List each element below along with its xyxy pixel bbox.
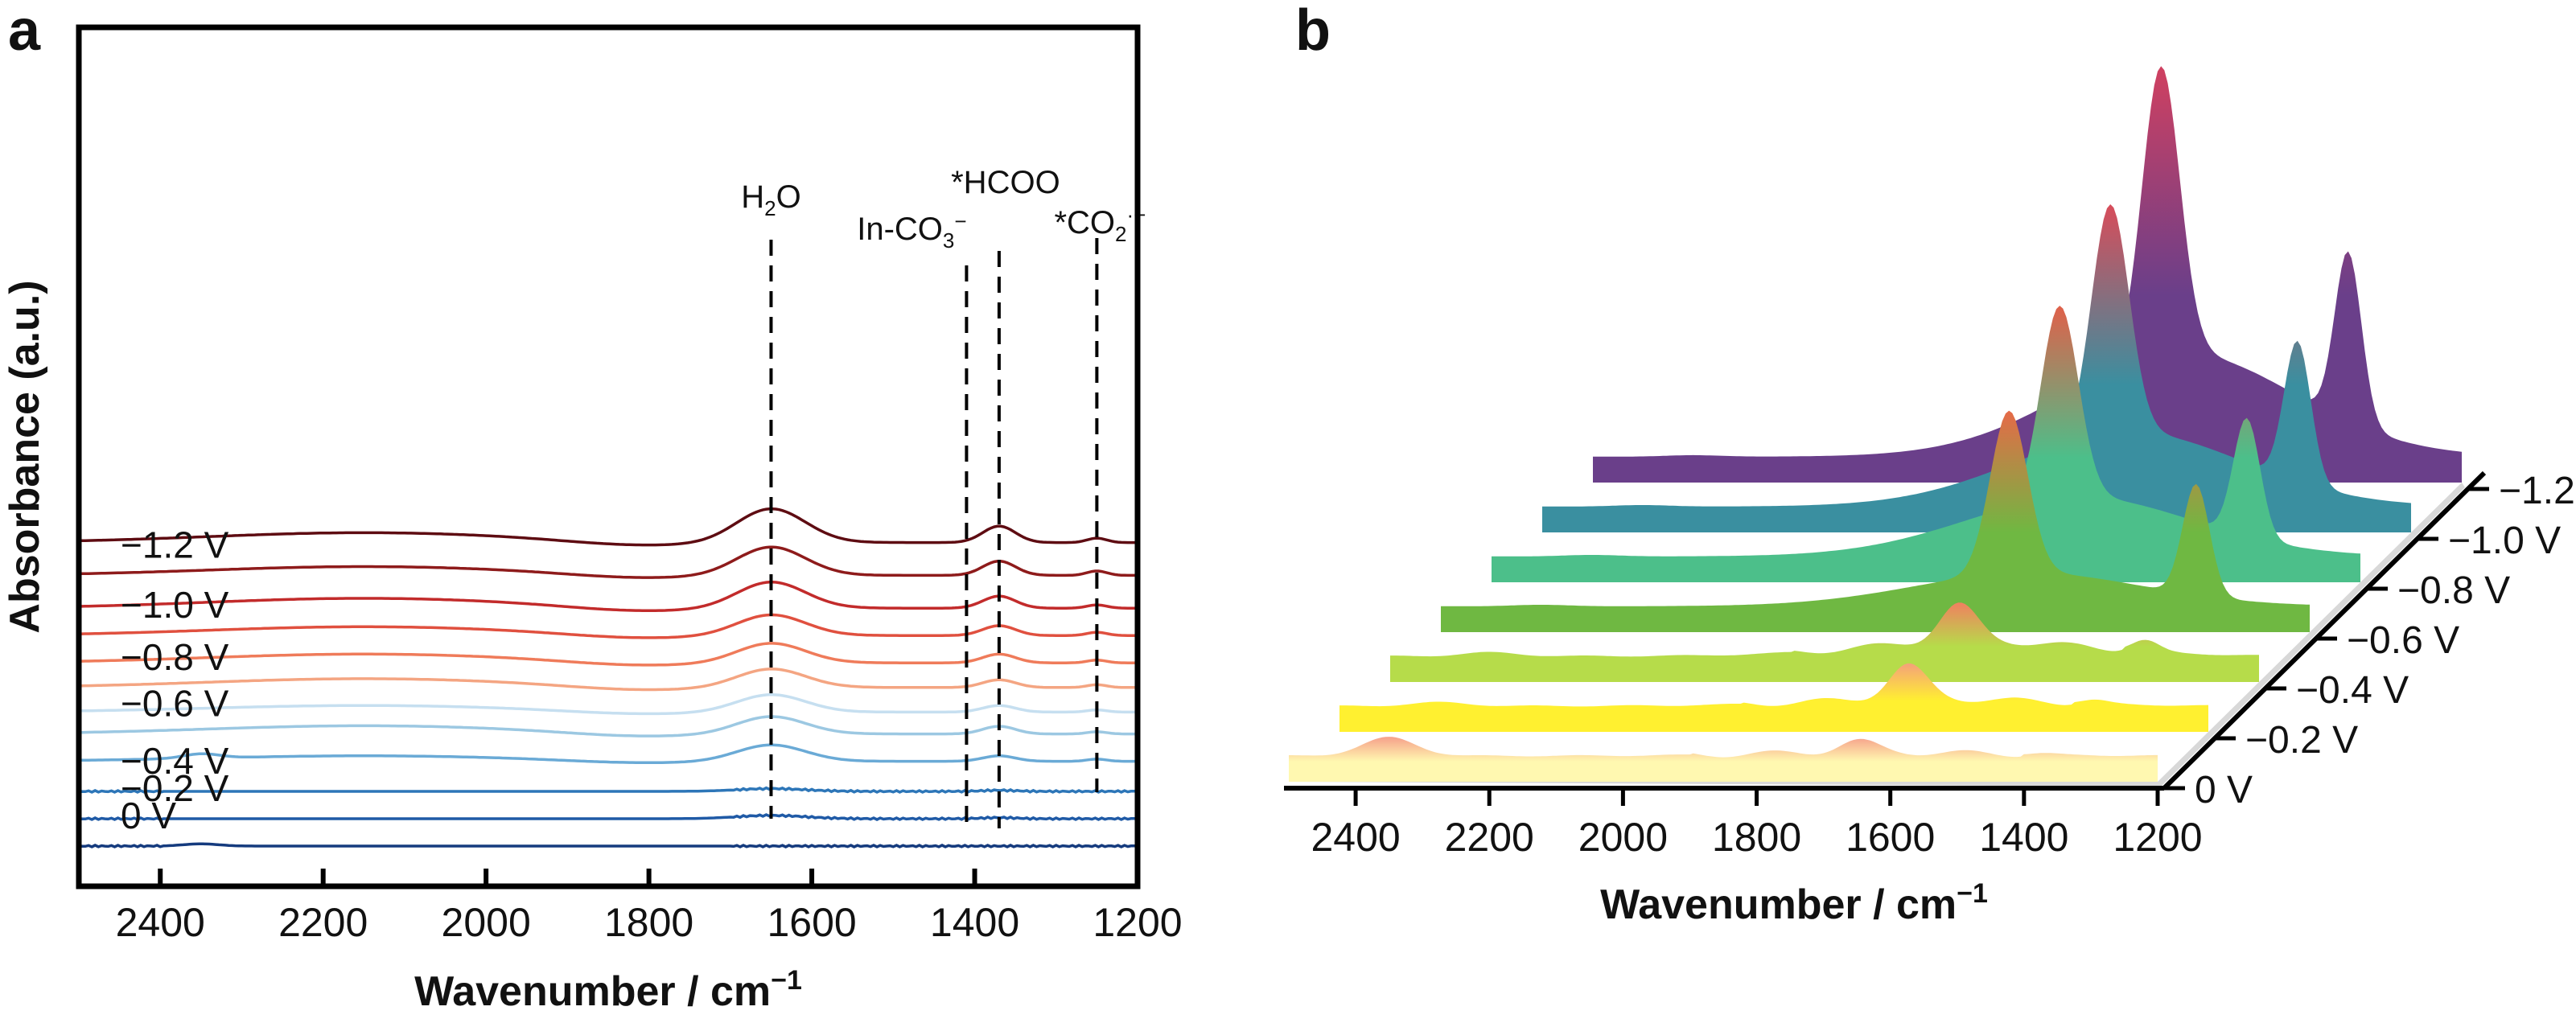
panel-b-x-tick-label-6: 1200 [2113, 815, 2202, 860]
series-line-9 [78, 581, 1138, 612]
series-line-7 [78, 642, 1138, 667]
panel-b-letter: b [1295, 0, 1331, 63]
series-line-11 [78, 507, 1138, 547]
panel-a-reference-lines: H2O In-CO3− *HCOO*CO2·− [741, 165, 1146, 828]
waterfall-layer-4 [1492, 306, 2360, 582]
waterfall-layer-0 [1289, 737, 2158, 782]
panel-b-depth-tick-label-5: −1.0 V [2448, 520, 2561, 562]
series-label-6: −0.8 V [121, 636, 229, 678]
panel-a-x-ticks: 2400 2200 2000 1800 1600 1400 1200 [116, 869, 1183, 945]
x-tick-label-3: 1800 [604, 900, 693, 945]
x-tick-label-0: 2400 [116, 900, 205, 945]
panel-a-letter: a [8, 0, 41, 63]
series-line-2 [78, 786, 1138, 794]
x-tick-label-2: 2000 [442, 900, 531, 945]
waterfall-layer-5 [1542, 204, 2411, 532]
waterfall-layer-1 [1339, 663, 2208, 732]
panel-b-depth-tick-label-0: 0 V [2195, 769, 2253, 811]
x-tick-label-5: 1400 [930, 900, 1019, 945]
x-tick-label-6: 1200 [1093, 900, 1182, 945]
series-line-5 [78, 693, 1138, 716]
panel-b-x-tick-label-0: 2400 [1311, 815, 1400, 860]
x-tick-label-4: 1600 [767, 900, 856, 945]
reference-label-0: H2O [741, 179, 800, 220]
reference-label-2: *HCOO [951, 165, 1060, 200]
series-label-8: −1.0 V [121, 584, 229, 626]
panel-a-x-axis-title: Wavenumber / cm−1 [414, 965, 802, 1015]
panel-a-line-chart: 0 V−0.2 V−0.4 V−0.6 V−0.8 V−1.0 V−1.2 V … [2, 24, 1183, 1015]
panel-b-depth-tick-label-3: −0.6 V [2347, 619, 2459, 662]
waterfall-layer-2 [1390, 602, 2259, 682]
panel-b-x-tick-label-4: 1600 [1846, 815, 1935, 860]
series-line-4 [79, 715, 1138, 737]
series-line-3 [78, 743, 1138, 765]
series-line-0 [78, 842, 1138, 848]
reference-label-1: In-CO3− [857, 209, 966, 253]
panel-b-x-tick-label-3: 1800 [1712, 815, 1801, 860]
panel-b-x-tick-label-5: 1400 [1979, 815, 2068, 860]
series-label-4: −0.6 V [121, 683, 229, 725]
panel-a-y-axis-title: Absorbance (a.u.) [2, 280, 48, 633]
panel-a-series-group [78, 507, 1138, 848]
panel-b-x-tick-label-2: 2000 [1578, 815, 1668, 860]
series-label-10: −1.2 V [121, 524, 229, 565]
series-label-2: −0.4 V [121, 740, 229, 782]
panel-b-depth-tick-label-4: −0.8 V [2397, 569, 2510, 612]
waterfall-layer-3 [1441, 410, 2310, 632]
panel-b-depth-axis-line [2162, 470, 2487, 791]
series-label-1: −0.2 V [121, 767, 229, 809]
series-label-0: 0 V [121, 795, 176, 836]
panel-a-frame [76, 24, 1141, 889]
panel-a-series-labels: 0 V−0.2 V−0.4 V −0.6 V −0.8 V −1.0 V −1.2 V [121, 524, 229, 836]
series-line-8 [78, 613, 1138, 639]
series-line-10 [78, 545, 1138, 579]
panel-b-depth-tick-label-6: −1.2 V [2499, 470, 2576, 512]
x-tick-label-1: 2200 [278, 900, 368, 945]
waterfall-layer-6 [1593, 66, 2462, 483]
panel-b-depth-tick-label-1: −0.2 V [2245, 719, 2358, 762]
series-line-1 [78, 813, 1138, 821]
series-line-6 [78, 668, 1138, 692]
reference-label-3: *CO2·− [1054, 203, 1146, 246]
panel-b-x-tick-label-1: 2200 [1445, 815, 1534, 860]
panel-b-x-axis-title: Wavenumber / cm−1 [1600, 878, 1988, 928]
panel-b-depth-tick-label-2: −0.4 V [2296, 669, 2409, 712]
panel-b-layers [1289, 66, 2462, 782]
